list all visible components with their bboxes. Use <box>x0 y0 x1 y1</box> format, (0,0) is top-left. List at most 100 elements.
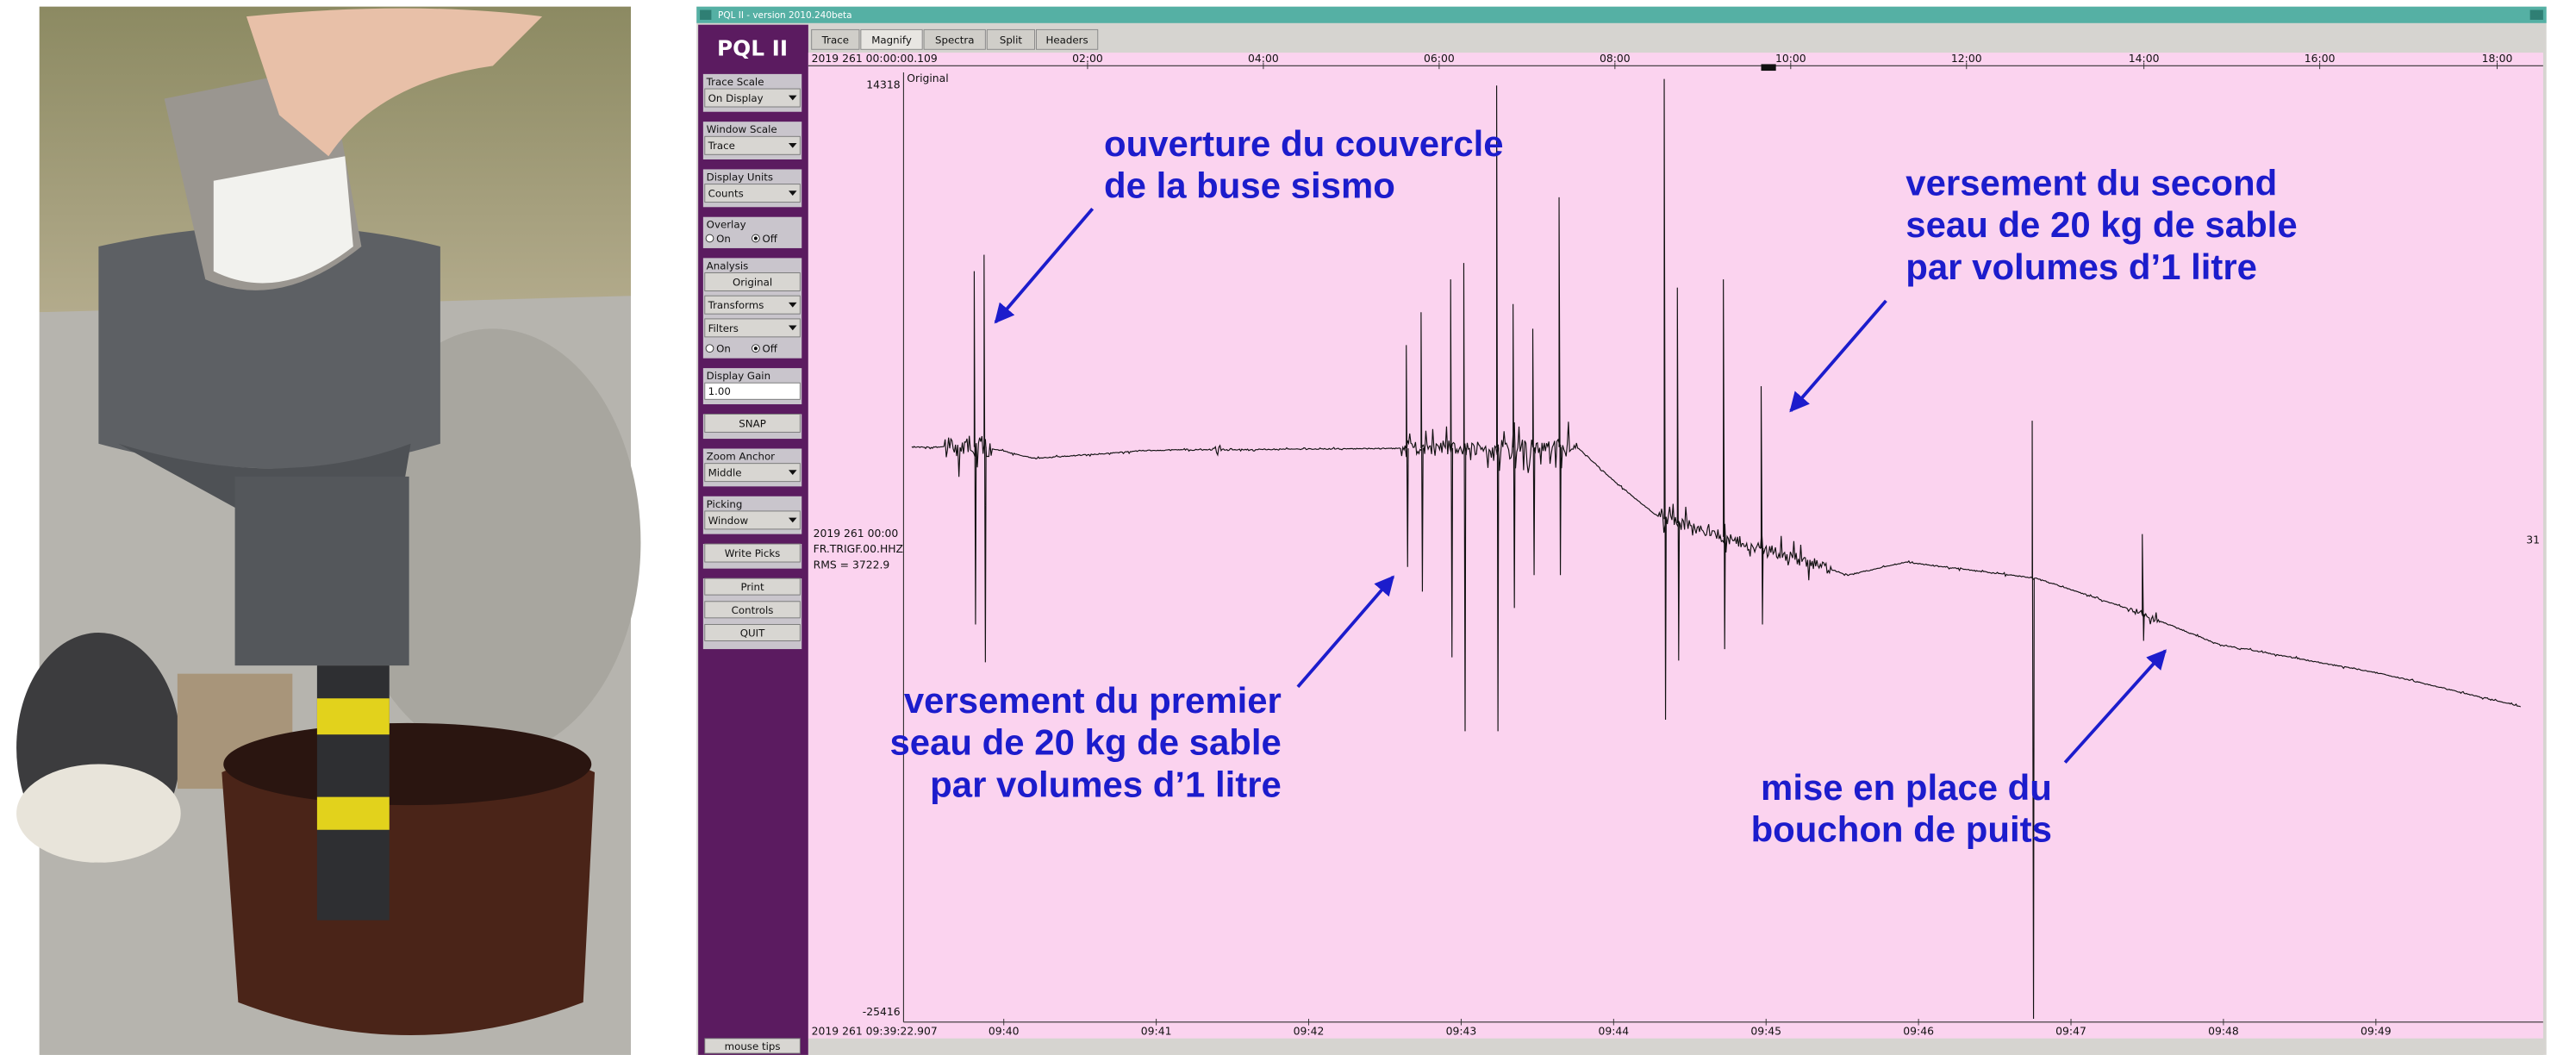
tab[interactable] <box>811 28 860 50</box>
button-label: Controls <box>732 604 774 616</box>
trace-info: RMS = 3722.9 <box>814 558 890 571</box>
title-bar <box>696 6 2547 23</box>
button[interactable] <box>704 272 801 291</box>
trace-min: -25416 <box>863 1005 901 1018</box>
trace-name: Original <box>907 72 948 84</box>
dropdown[interactable] <box>704 135 801 155</box>
tab[interactable] <box>1035 28 1099 50</box>
time-tick-label: 09:47 <box>2055 1025 2086 1038</box>
dropdown-label: Window <box>708 515 749 527</box>
trace-max: 14318 <box>866 78 900 91</box>
window-icon <box>700 9 712 20</box>
dropdown[interactable] <box>704 295 801 315</box>
button-label: Original <box>733 276 772 288</box>
group-label: Picking <box>707 498 743 510</box>
time-tick-label: 09:44 <box>1598 1025 1629 1038</box>
dropdown-arrow <box>789 190 797 196</box>
annotation: versement du premier <box>904 680 1282 721</box>
pipe-opening <box>223 722 592 806</box>
time-tick-label: 09:48 <box>2208 1025 2239 1038</box>
logo: PQL II <box>717 35 788 60</box>
group-label: Window Scale <box>707 123 777 135</box>
dropdown[interactable] <box>704 318 801 338</box>
trace-info: 2019 261 00:00 <box>814 527 899 540</box>
annotation: seau de 20 kg de sable <box>889 722 1281 763</box>
overview-tick-label: 02:00 <box>1072 52 1103 65</box>
radio-label: On <box>716 233 731 245</box>
arrow <box>1789 299 1887 413</box>
overview-tick-label: 18:00 <box>2482 52 2513 65</box>
tab-label: Magnify <box>871 34 912 46</box>
time-tick-label: 09:42 <box>1294 1025 1325 1038</box>
rusty-pipe <box>221 731 596 1036</box>
group-label: Zoom Anchor <box>707 451 775 463</box>
radio-dot <box>753 236 758 240</box>
button[interactable] <box>704 413 801 433</box>
button[interactable] <box>704 1038 801 1054</box>
dropdown[interactable] <box>704 510 801 530</box>
seismic-trace <box>911 78 2521 1019</box>
annotation: mise en place du <box>1761 767 2052 808</box>
tab-label: Headers <box>1046 34 1088 46</box>
text-input-value: 1.00 <box>708 385 731 397</box>
plot-area <box>808 53 2543 1039</box>
time-tick-label: 09:45 <box>1750 1025 1781 1038</box>
radio[interactable] <box>705 344 714 353</box>
dropdown-arrow <box>789 517 797 523</box>
dropdown-arrow <box>789 325 797 331</box>
button-label: Print <box>740 581 764 593</box>
overview-start: 2019 261 00:00:00.109 <box>812 52 938 65</box>
tab[interactable] <box>923 28 986 50</box>
photo <box>16 6 641 1055</box>
dropdown[interactable] <box>704 184 801 203</box>
window-button[interactable] <box>2529 9 2543 20</box>
annotation: de la buse sismo <box>1104 165 1395 205</box>
dropdown-arrow <box>789 95 797 101</box>
dropdown-label: Trace <box>708 140 735 152</box>
overview-tick-label: 12:00 <box>1951 52 1982 65</box>
button[interactable] <box>704 543 801 563</box>
funnel-neck <box>234 476 409 666</box>
pql-window: PQL II - version 2010.240beta PQL II Ori… <box>696 6 2547 1055</box>
status-bar <box>808 1038 2543 1055</box>
hand <box>246 8 543 157</box>
zoom-indicator <box>1761 64 1776 72</box>
annotation: ouverture du couvercle <box>1104 123 1504 164</box>
tab-label: Trace <box>821 34 849 46</box>
button[interactable] <box>704 577 801 596</box>
text-input[interactable] <box>704 382 801 400</box>
button-label: mouse tips <box>725 1040 781 1052</box>
overview-tick-label: 10:00 <box>1775 52 1806 65</box>
group-label: Analysis <box>707 259 749 272</box>
tape <box>316 796 390 830</box>
tab[interactable] <box>986 28 1036 50</box>
dropdown-label: Filters <box>708 322 739 334</box>
tape <box>316 698 390 735</box>
window-title: PQL II - version 2010.240beta <box>718 10 852 21</box>
dropdown-label: On Display <box>708 92 764 104</box>
dropdown[interactable] <box>704 88 801 108</box>
radio[interactable] <box>705 234 714 243</box>
annotation: par volumes d’1 litre <box>1905 247 2257 287</box>
annotation: bouchon de puits <box>1751 809 2052 850</box>
button[interactable] <box>704 601 801 619</box>
button[interactable] <box>704 623 801 642</box>
funnel-top <box>98 226 440 469</box>
group-label: Display Gain <box>707 370 770 382</box>
overview-tick-label: 16:00 <box>2305 52 2336 65</box>
overview-tick-label: 08:00 <box>1600 52 1631 65</box>
dropdown-arrow <box>789 470 797 475</box>
overview-tick-label: 04:00 <box>1248 52 1279 65</box>
annotation: seau de 20 kg de sable <box>1905 204 2297 245</box>
overview-tick-label: 14:00 <box>2129 52 2160 65</box>
dropdown[interactable] <box>704 463 801 483</box>
dropdown-label: Transforms <box>708 299 764 311</box>
tab[interactable] <box>860 28 923 50</box>
time-tick-label: 09:41 <box>1141 1025 1172 1038</box>
dropdown-label: Middle <box>708 467 742 479</box>
button-label: Write Picks <box>725 547 781 559</box>
time-tick-label: 09:40 <box>989 1025 1020 1038</box>
